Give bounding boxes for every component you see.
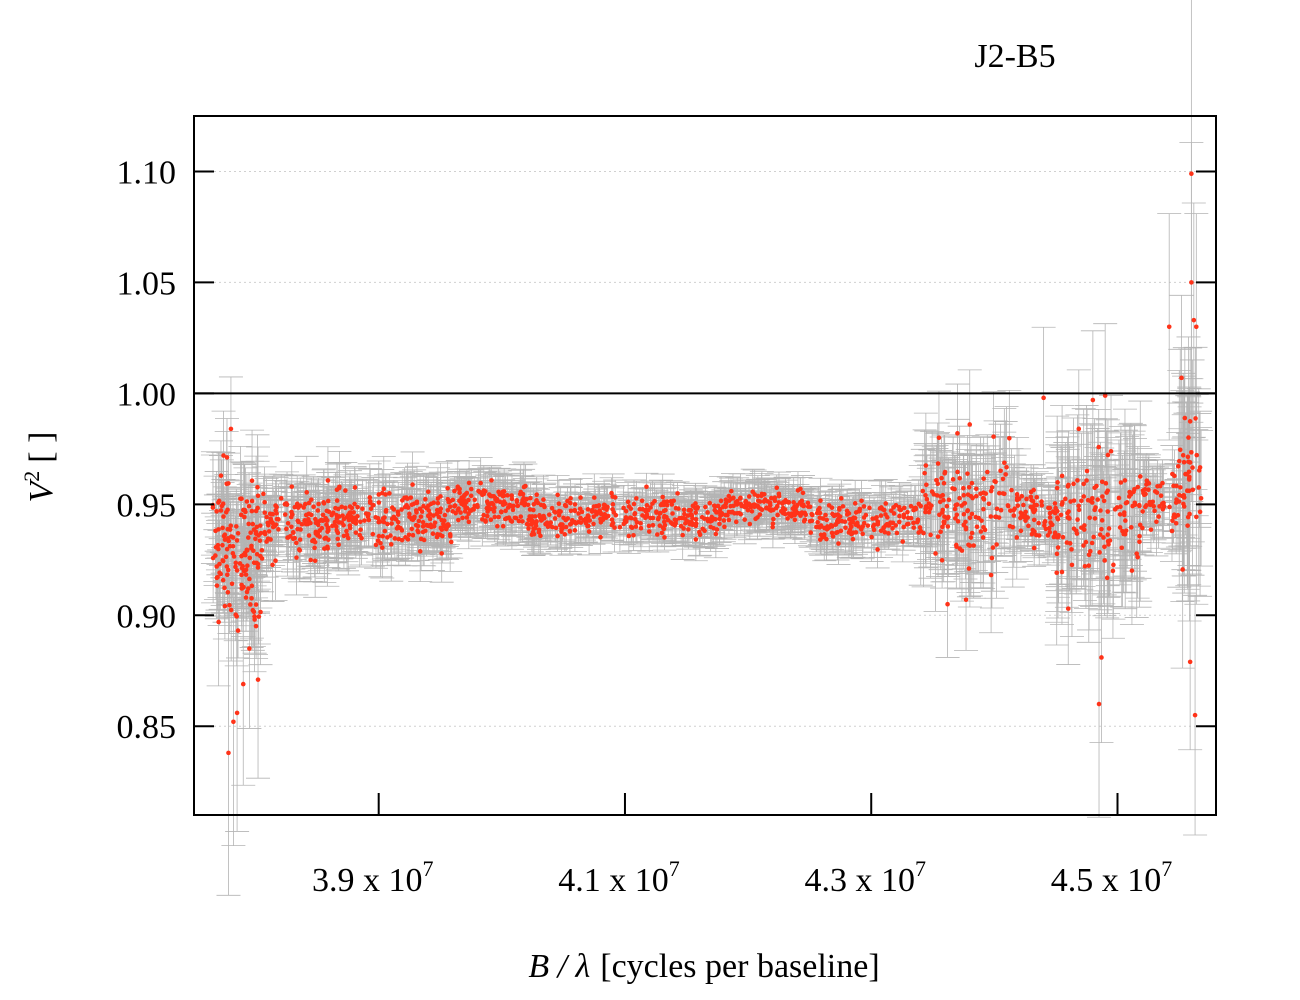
chart-title: J2-B5 — [974, 38, 1055, 75]
